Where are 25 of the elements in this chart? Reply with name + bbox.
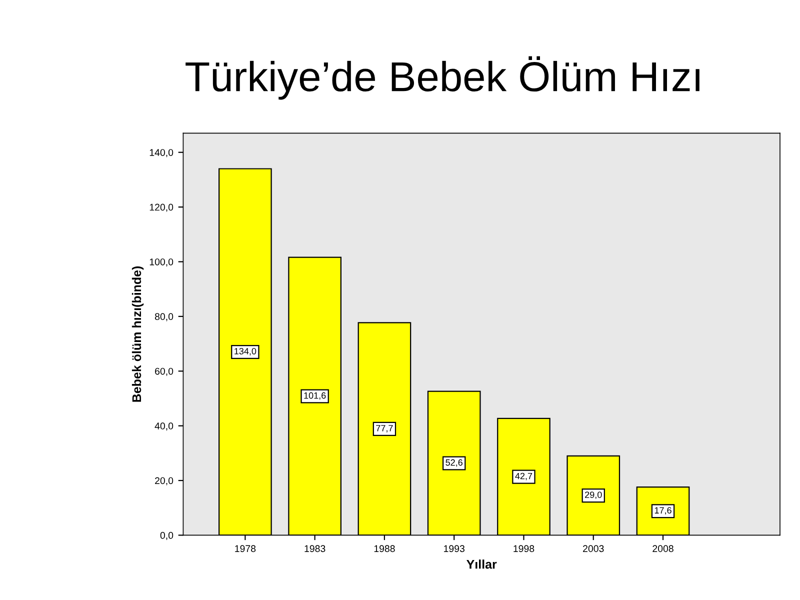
y-tick-label: 40,0 xyxy=(154,422,174,431)
y-axis-title: Bebek ölüm hızı(binde) xyxy=(132,266,144,402)
y-tick-label: 100,0 xyxy=(150,258,174,266)
x-tick-label: 2003 xyxy=(583,545,604,552)
chart-title: Türkiye’de Bebek Ölüm Hızı xyxy=(186,56,700,100)
data-label: 52,6 xyxy=(446,459,462,467)
x-tick-label: 1988 xyxy=(374,545,395,552)
x-tick-label: 1993 xyxy=(444,545,464,552)
y-tick-label: 120,0 xyxy=(150,204,174,212)
y-tick-label: 20,0 xyxy=(155,477,174,486)
x-tick-label: 2008 xyxy=(652,545,674,552)
data-label: 42,7 xyxy=(515,472,532,480)
y-tick-label: 60,0 xyxy=(155,368,174,376)
data-label: 101,6 xyxy=(304,392,326,400)
x-axis-title: Yıllar xyxy=(466,560,497,569)
y-tick-label: 80,0 xyxy=(154,313,174,322)
y-tick-label: 140,0 xyxy=(150,149,174,158)
data-label: 77,7 xyxy=(376,425,393,432)
data-label: 17,6 xyxy=(654,507,672,515)
data-label: 29,0 xyxy=(585,492,602,500)
x-tick-label: 1998 xyxy=(514,545,534,552)
x-tick-label: 1983 xyxy=(304,545,326,552)
data-label: 134,0 xyxy=(234,348,256,356)
y-tick-label: 0,0 xyxy=(160,532,174,540)
x-tick-label: 1978 xyxy=(235,545,256,552)
